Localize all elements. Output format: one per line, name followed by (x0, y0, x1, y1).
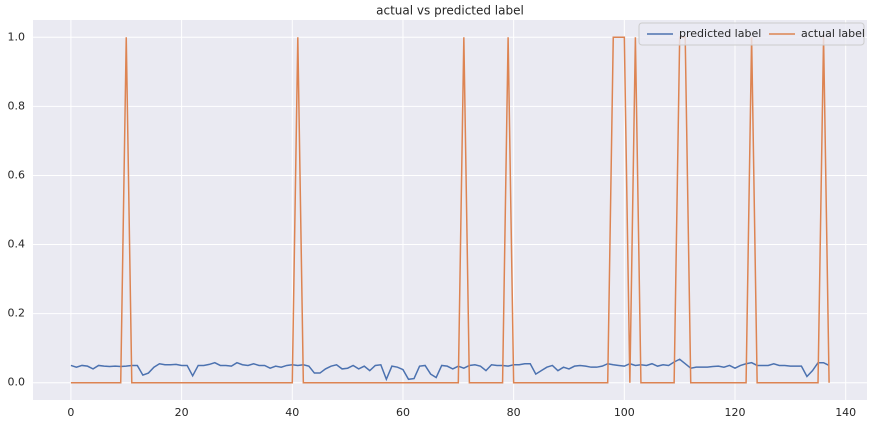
x-tick-label: 40 (285, 406, 299, 419)
x-tick-label: 20 (175, 406, 189, 419)
series-line (70, 36, 830, 384)
series-line (70, 358, 830, 382)
y-tick-label: 1.0 (8, 30, 26, 43)
x-tick-label: 140 (835, 406, 856, 419)
y-tick-label: 0.2 (8, 307, 26, 320)
y-tick-label: 0.8 (8, 99, 26, 112)
x-tick-label: 60 (396, 406, 410, 419)
y-tick-label: 0.6 (8, 168, 26, 181)
chart-title: actual vs predicted label (376, 4, 524, 18)
y-tick-label: 0.0 (8, 376, 26, 389)
legend-box (638, 22, 865, 46)
x-tick-label: 100 (614, 406, 635, 419)
y-tick-label: 0.4 (8, 238, 26, 251)
x-tick-label: 80 (507, 406, 521, 419)
x-tick-label: 120 (725, 406, 746, 419)
x-tick-label: 0 (67, 406, 74, 419)
legend-label: actual label (801, 27, 865, 40)
legend-label: predicted label (679, 27, 761, 40)
plot-area (33, 20, 867, 400)
